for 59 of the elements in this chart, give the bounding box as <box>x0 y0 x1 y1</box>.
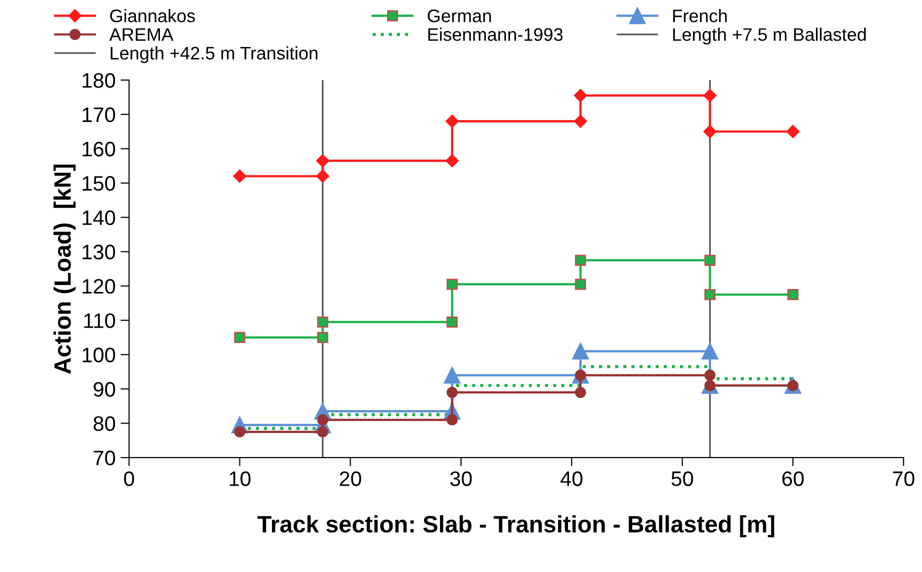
point <box>446 278 458 290</box>
point <box>234 426 246 438</box>
point <box>446 316 458 328</box>
y-tick-label: 170 <box>82 107 116 122</box>
point <box>317 426 328 438</box>
point <box>574 254 586 266</box>
point <box>703 124 717 138</box>
point <box>446 386 458 398</box>
point <box>574 278 586 290</box>
x-tick-label: 0 <box>124 471 134 486</box>
y-tick-label: 80 <box>94 416 116 432</box>
y-tick-label: 150 <box>82 176 116 191</box>
x-tick-label: 10 <box>230 471 250 486</box>
point <box>444 366 460 384</box>
y-tick-label: 140 <box>82 210 116 226</box>
y-axis-title: Action (Load) [kN] <box>54 164 76 374</box>
point <box>446 114 459 128</box>
y-tick-label: 90 <box>94 382 116 397</box>
y-tick-label: 70 <box>94 450 116 466</box>
x-tick-label: 30 <box>450 471 472 486</box>
point <box>234 332 246 344</box>
y-tick-label: 120 <box>82 279 116 294</box>
point <box>446 154 459 168</box>
y-tick-label: 160 <box>82 142 116 156</box>
point <box>233 170 246 183</box>
x-tick-label: 40 <box>560 471 582 486</box>
point <box>574 114 588 128</box>
x-tick-label: 60 <box>782 471 804 486</box>
point <box>704 254 716 266</box>
x-tick-label: 20 <box>340 471 362 486</box>
y-tick-label: 100 <box>82 348 116 362</box>
y-tick-label: 130 <box>82 244 116 260</box>
point <box>574 386 586 398</box>
legend-label: German <box>428 10 491 22</box>
point <box>702 342 718 360</box>
point <box>704 289 716 300</box>
legend-label: AREMA <box>109 28 174 41</box>
legend-label: Length +42.5 m Transition <box>110 46 318 64</box>
x-tick-label: 50 <box>672 471 694 486</box>
y-tick-label: 110 <box>84 313 116 328</box>
x-tick-label: 70 <box>893 471 914 486</box>
y-tick-label: 180 <box>82 73 116 88</box>
point <box>574 88 588 102</box>
point <box>704 370 716 381</box>
legend-label: French <box>673 9 727 22</box>
point <box>317 316 328 328</box>
legend-label: Eisenmann-1993 <box>428 28 563 41</box>
x-axis-title: Track section: Slab - Transition - Ballasted [m] <box>257 515 774 538</box>
point <box>316 154 330 168</box>
point <box>786 124 800 138</box>
legend-label: Giannakos <box>110 9 195 22</box>
legend-label: Length +7.5 m Ballasted <box>673 28 866 44</box>
point <box>317 414 328 426</box>
point <box>317 332 328 344</box>
point <box>572 342 589 360</box>
point <box>446 414 458 426</box>
point <box>703 88 717 102</box>
point <box>787 289 798 300</box>
point <box>316 170 330 183</box>
